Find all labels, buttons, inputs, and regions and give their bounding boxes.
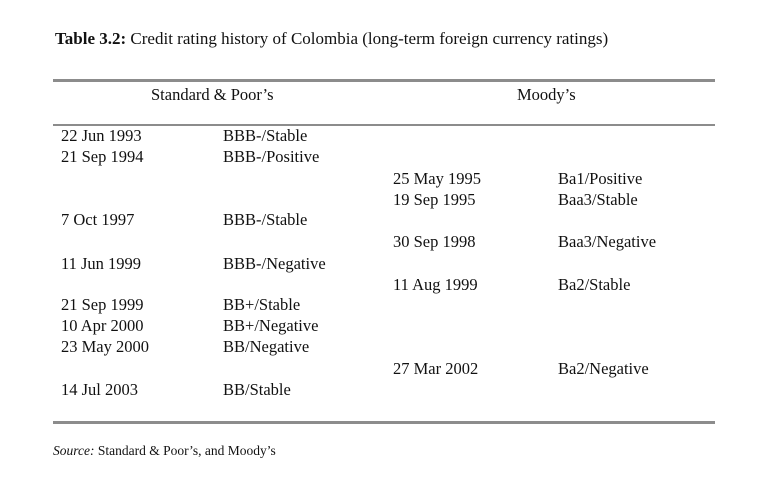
sp-date: 7 Oct 1997 [61,210,135,229]
header-standard-and-poors: Standard & Poor’s [151,85,274,104]
moodys-rating: Ba2/Negative [558,359,649,378]
sp-date: 10 Apr 2000 [61,316,144,335]
sp-date: 11 Jun 1999 [61,254,142,273]
moodys-rating: Baa3/Stable [558,190,638,209]
sp-date: 14 Jul 2003 [61,380,139,399]
sp-rating: BBB-/Stable [223,210,308,229]
source-note: Source: Standard & Poor’s, and Moody’s [53,443,276,459]
moodys-date: 19 Sep 1995 [393,190,476,209]
moodys-date: 30 Sep 1998 [393,232,476,251]
sp-date: 21 Sep 1999 [61,295,144,314]
source-text: Standard & Poor’s, and Moody’s [94,443,276,458]
moodys-date: 27 Mar 2002 [393,359,479,378]
sp-rating: BB+/Negative [223,316,319,335]
header-moodys: Moody’s [517,85,576,104]
table-title: Credit rating history of Colombia (long-… [126,29,609,48]
sp-rating: BBB-/Positive [223,147,320,166]
top-rule [53,79,715,82]
table-caption: Table 3.2: Credit rating history of Colo… [55,29,608,49]
moodys-rating: Ba2/Stable [558,275,631,294]
sp-rating: BBB-/Stable [223,126,308,145]
sp-date: 21 Sep 1994 [61,147,144,166]
sp-rating: BBB-/Negative [223,254,326,273]
sp-date: 22 Jun 1993 [61,126,142,145]
table-number: Table 3.2: [55,29,127,48]
source-label: Source: [53,443,95,458]
sp-rating: BB+/Stable [223,295,301,314]
moodys-date: 11 Aug 1999 [393,275,478,294]
moodys-date: 25 May 1995 [393,169,481,188]
moodys-rating: Baa3/Negative [558,232,657,251]
bottom-rule [53,421,715,424]
sp-rating: BB/Negative [223,337,310,356]
moodys-rating: Ba1/Positive [558,169,643,188]
sp-date: 23 May 2000 [61,337,149,356]
sp-rating: BB/Stable [223,380,291,399]
header-rule [53,124,715,126]
